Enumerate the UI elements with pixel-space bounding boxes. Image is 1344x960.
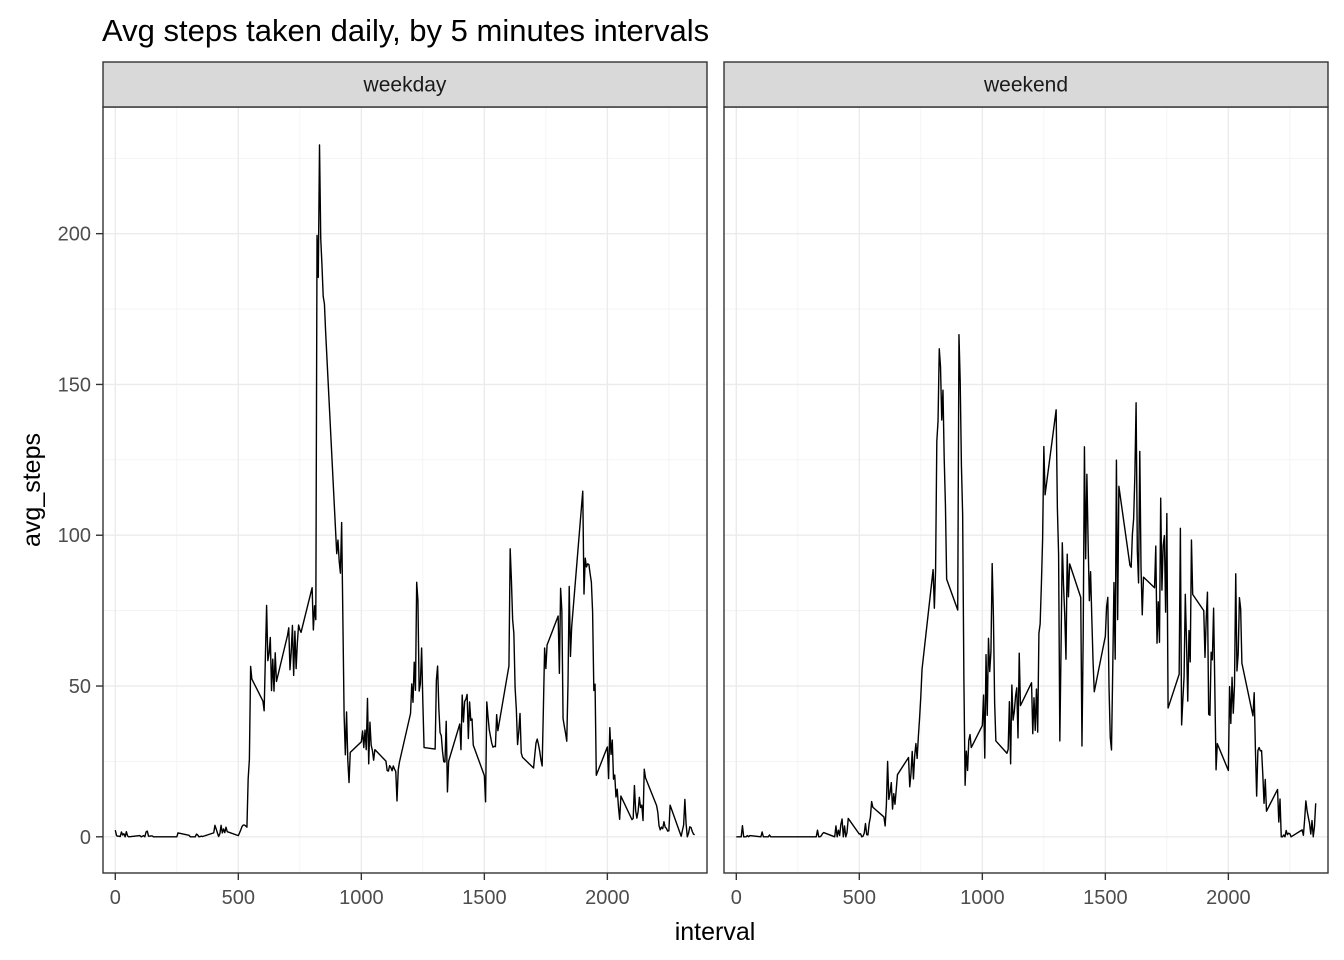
facet-strip-label: weekday — [363, 74, 447, 97]
series-line-weekend — [736, 333, 1317, 838]
x-tick-label: 1000 — [960, 887, 1005, 909]
x-tick-label: 500 — [222, 887, 255, 909]
series-line-weekday — [114, 144, 696, 838]
y-tick-label: 50 — [69, 676, 91, 698]
x-tick-label: 2000 — [1206, 887, 1251, 909]
facet-strip-label: weekend — [983, 74, 1068, 97]
y-tick-label: 200 — [58, 224, 91, 246]
x-axis-title: interval — [675, 918, 756, 946]
y-tick-label: 0 — [80, 827, 91, 849]
x-tick-label: 0 — [110, 887, 121, 909]
y-tick-label: 150 — [58, 374, 91, 396]
x-tick-label: 1500 — [462, 887, 507, 909]
x-tick-label: 2000 — [585, 887, 630, 909]
x-tick-label: 1500 — [1083, 887, 1128, 909]
y-tick-label: 100 — [58, 525, 91, 547]
facet-strip — [723, 61, 1329, 108]
panel-background — [724, 107, 1328, 873]
x-tick-label: 1000 — [339, 887, 384, 909]
facet-panel-weekday: weekday 0 500 1000 1500 2000 0 50 100 150 200 — [58, 61, 708, 909]
x-tick-label: 0 — [731, 887, 742, 909]
panel-background — [103, 107, 707, 873]
x-tick-label: 500 — [843, 887, 876, 909]
facet-strip — [102, 61, 708, 108]
facet-panel-weekend: weekend 0 500 1000 1500 2000 — [723, 61, 1329, 909]
facet-panels: weekday 0 500 1000 1500 2000 0 50 100 150 200 weeke… — [58, 61, 1329, 909]
y-axis-title: avg_steps — [18, 433, 46, 547]
chart-title: Avg steps taken daily, by 5 minutes inte… — [102, 13, 709, 48]
